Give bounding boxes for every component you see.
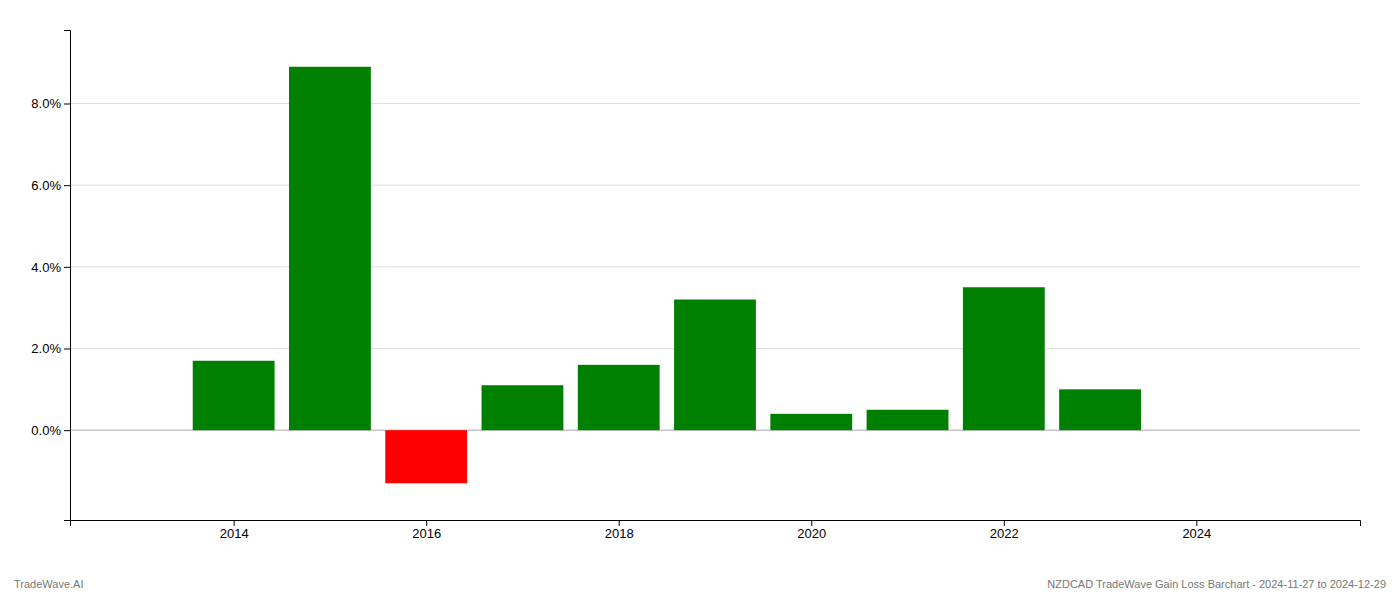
tick-label: 8.0% [31,96,61,111]
tick-mark [1004,520,1005,526]
tick-mark [234,520,235,526]
tick-mark [64,430,70,431]
tick: 2022 [990,520,1019,541]
tick-mark [619,520,620,526]
bar [867,410,949,430]
grid [70,104,1360,431]
grid-line [70,266,1360,267]
tick-label: 2.0% [31,341,61,356]
tick-label: 2022 [990,526,1019,541]
bar [1059,389,1141,430]
tick-mark [811,520,812,526]
y-axis: 0.0% 2.0% 4.0% 6.0% 8.0% [31,31,70,521]
tick: 2014 [220,520,249,541]
tick-mark [64,104,70,105]
tick-label: 2018 [605,526,634,541]
tick: 2018 [605,520,634,541]
tick-label: 0.0% [31,423,61,438]
tick-mark [1196,520,1197,526]
tick: 2.0% [31,341,70,356]
tick: 4.0% [31,259,70,274]
tick: 2024 [1182,520,1211,541]
tick: 2020 [797,520,826,541]
bar [578,365,660,430]
tick: 8.0% [31,96,70,111]
tick-label: 2014 [220,526,249,541]
tick-label: 4.0% [31,259,61,274]
grid-line [70,103,1360,104]
tick-label: 2016 [412,526,441,541]
tick-label: 2020 [797,526,826,541]
footer-text: NZDCAD TradeWave Gain Loss Barchart - 20… [1047,578,1386,590]
axis-line [71,521,1361,527]
tick-label: 2024 [1182,526,1211,541]
tick-label: 6.0% [31,178,61,193]
bar [770,414,852,430]
bar [963,287,1045,430]
bar [482,385,564,430]
tick: 2016 [412,520,441,541]
bar [385,430,467,483]
footer-text: TradeWave.AI [14,578,84,590]
tick-mark [64,267,70,268]
tick: 6.0% [31,178,70,193]
tick: 0.0% [31,423,70,438]
tick-mark [64,349,70,350]
bar [193,361,275,430]
grid-line [70,185,1360,186]
plot: 2014 2016 2018 2020 2022 2024 0.0% 2.0% 4.0% 6.0%… [31,31,1360,542]
chart: 2014 2016 2018 2020 2022 2024 0.0% 2.0% 4.0% 6.0%… [0,0,1400,600]
x-axis: 2014 2016 2018 2020 2022 2024 [71,520,1361,541]
bar [289,67,371,430]
tick-mark [426,520,427,526]
bar [674,300,756,431]
tick-mark [64,185,70,186]
bars [193,67,1141,484]
axis-line [64,31,71,521]
